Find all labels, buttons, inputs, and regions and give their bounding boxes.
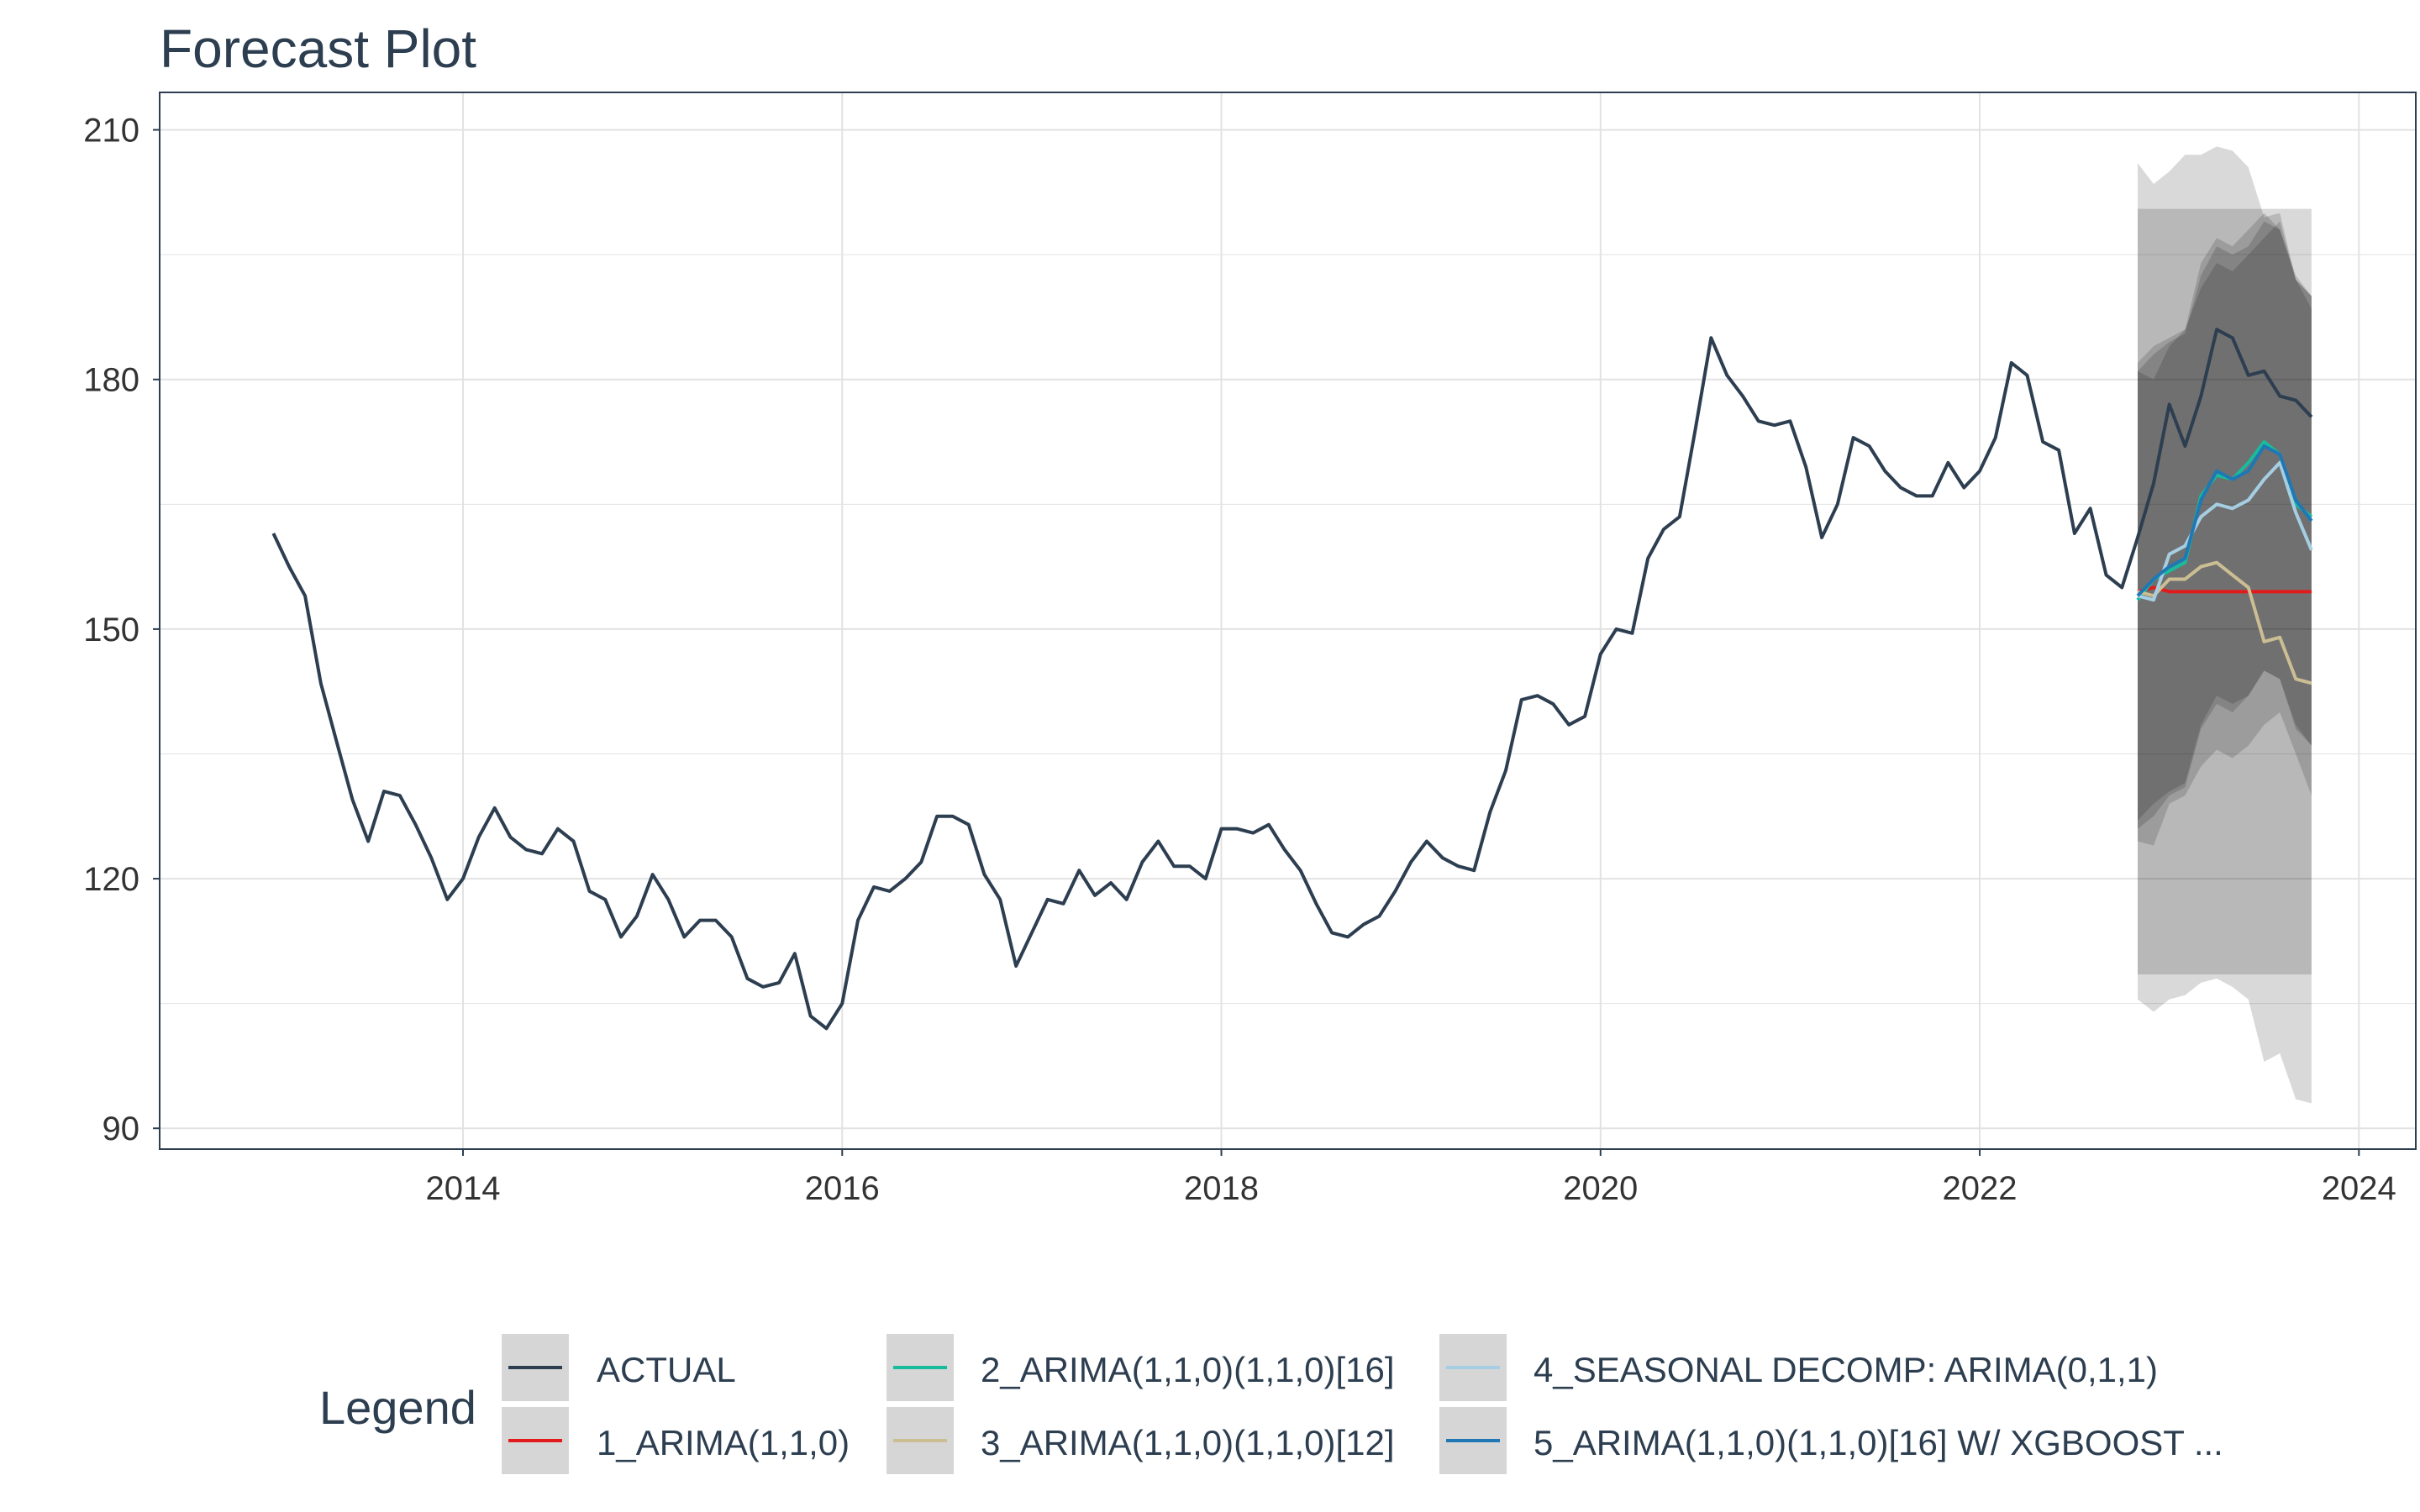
prediction-interval-band-4 (2138, 213, 2312, 829)
series-line-5-arima-1-1-0-1-1-0-16-w-xgboost (2136, 444, 2313, 597)
legend-title: Legend (319, 1381, 476, 1434)
series-line-1-arima-1-1-0 (2137, 585, 2312, 594)
prediction-interval-band-2 (2138, 146, 2312, 1104)
series-line-3-arima-1-1-0-1-1-0-12 (2137, 560, 2312, 685)
plot-frame (159, 92, 2417, 1150)
prediction-interval-band-5 (2138, 221, 2312, 821)
chart-title: Forecast Plot (160, 18, 476, 79)
y-tick-label: 180 (83, 362, 139, 399)
series-line-actual (271, 328, 2313, 1031)
series-lines (271, 328, 2313, 1031)
grid-lines (160, 92, 2416, 1149)
x-tick-label: 2022 (1943, 1170, 2018, 1207)
series-line-4-seasonal-decomp-arima-0-1-1 (2137, 460, 2313, 602)
legend-label-model-3: 3_ARIMA(1,1,0)(1,1,0)[12] (981, 1423, 1395, 1462)
legend-label-model-2: 2_ARIMA(1,1,0)(1,1,0)[16] (981, 1350, 1395, 1389)
x-tick-label: 2020 (1563, 1170, 1638, 1207)
x-tick-label: 2024 (2322, 1170, 2396, 1207)
legend: Legend ACTUAL 1_ARIMA(1,1,0) 2_ARIMA(1,1… (319, 1334, 2223, 1474)
x-tick-label: 2014 (426, 1170, 501, 1207)
y-tick-label: 150 (83, 612, 139, 648)
prediction-intervals (2138, 146, 2312, 1104)
y-tick-label: 90 (103, 1110, 140, 1147)
x-tick-label: 2018 (1184, 1170, 1259, 1207)
y-tick-label: 210 (83, 113, 139, 150)
legend-label-model-5: 5_ARIMA(1,1,0)(1,1,0)[16] W/ XGBOOST ... (1534, 1423, 2223, 1462)
x-axis-ticks: 2014 2016 2018 2020 2022 2024 (426, 1149, 2396, 1207)
x-tick-label: 2016 (805, 1170, 880, 1207)
legend-label-model-1: 1_ARIMA(1,1,0) (597, 1423, 850, 1462)
legend-label-model-4: 4_SEASONAL DECOMP: ARIMA(0,1,1) (1534, 1350, 2158, 1389)
y-tick-label: 120 (83, 861, 139, 898)
legend-label-actual: ACTUAL (597, 1350, 736, 1389)
y-axis-ticks: 90 120 150 180 210 (83, 113, 160, 1147)
